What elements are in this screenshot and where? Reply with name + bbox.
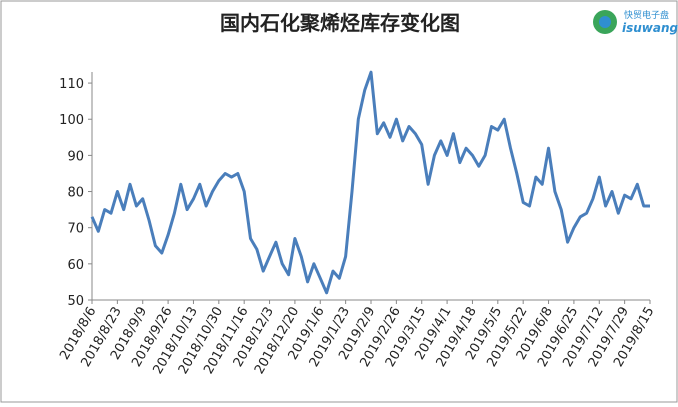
- logo-icon-inner: [599, 16, 611, 28]
- data-line: [90, 70, 650, 295]
- y-tick-label: 80: [67, 186, 84, 201]
- y-tick-label: 110: [59, 77, 84, 92]
- y-tick-label: 50: [67, 294, 84, 309]
- y-tick-label: 100: [59, 113, 84, 128]
- logo-url: isuwang.c: [622, 21, 678, 35]
- y-tick-label: 60: [67, 258, 84, 273]
- y-tick-label: 70: [67, 222, 84, 237]
- chart-title: 国内石化聚烯烃库存变化图: [220, 11, 460, 35]
- logo-text: 快贸电子盘: [624, 9, 669, 21]
- y-tick-label: 90: [67, 149, 84, 164]
